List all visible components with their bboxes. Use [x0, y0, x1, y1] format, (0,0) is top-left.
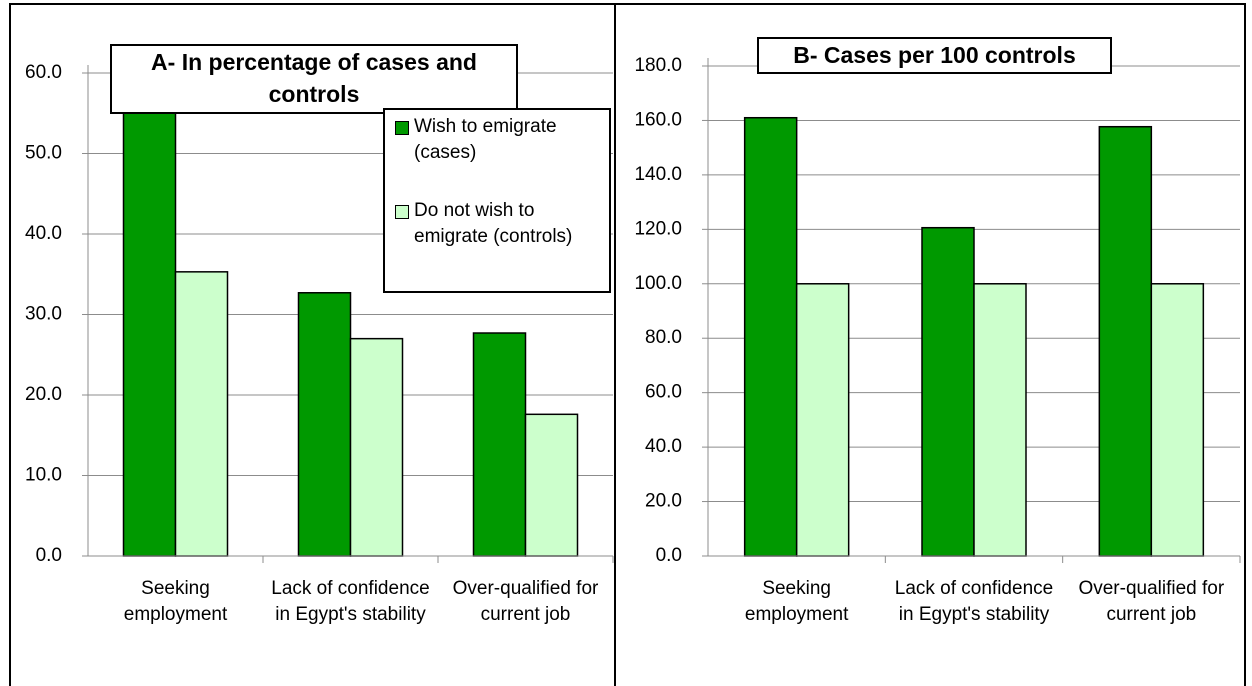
bar: [524, 413, 579, 557]
y-tick-label: 140.0: [634, 164, 682, 185]
bar: [472, 332, 527, 557]
x-tick-label: Over-qualified for current job: [452, 578, 599, 625]
chart-title: A- In percentage of cases and controls: [110, 44, 518, 114]
y-tick-label: 60.0: [25, 62, 62, 83]
y-tick-label: 50.0: [25, 143, 62, 164]
bar: [1098, 125, 1153, 557]
y-tick-label: 40.0: [25, 223, 62, 244]
y-tick-label: 20.0: [25, 384, 62, 405]
legend-swatch: [395, 121, 409, 135]
y-tick-label: 0.0: [656, 545, 682, 566]
y-tick-label: 40.0: [645, 436, 682, 457]
x-tick-label: Seeking employment: [744, 578, 849, 625]
x-tick-label: Over-qualified for current job: [1078, 578, 1225, 625]
y-tick-label: 160.0: [634, 109, 682, 130]
legend-label: Wish to emigrate (cases): [414, 116, 557, 163]
y-tick-label: 80.0: [645, 327, 682, 348]
bar: [795, 283, 850, 557]
bar: [297, 292, 352, 557]
bar: [973, 283, 1027, 557]
bar: [743, 116, 798, 557]
legend: Wish to emigrate (cases) Do not wish to e…: [383, 108, 611, 293]
x-tick-label: Lack of confidence in Egypt's stability: [894, 578, 1054, 625]
chart-title: B- Cases per 100 controls: [757, 37, 1112, 74]
bar: [174, 271, 229, 557]
bar: [349, 337, 404, 557]
y-tick-label: 0.0: [36, 545, 62, 566]
y-tick-label: 10.0: [25, 465, 62, 486]
bar: [921, 226, 975, 557]
x-tick-label: Lack of confidence in Egypt's stability: [271, 578, 430, 625]
legend-label: Do not wish to emigrate (controls): [414, 200, 573, 247]
y-tick-label: 120.0: [634, 218, 682, 239]
y-tick-label: 180.0: [634, 55, 682, 76]
y-tick-label: 30.0: [25, 304, 62, 325]
x-tick-label: Seeking employment: [123, 578, 228, 625]
y-tick-label: 20.0: [645, 491, 682, 512]
legend-swatch: [395, 205, 409, 219]
bar: [1150, 283, 1205, 557]
bar: [122, 98, 177, 557]
y-tick-label: 60.0: [645, 382, 682, 403]
panel-border: [614, 3, 1246, 686]
y-tick-label: 100.0: [634, 273, 682, 294]
